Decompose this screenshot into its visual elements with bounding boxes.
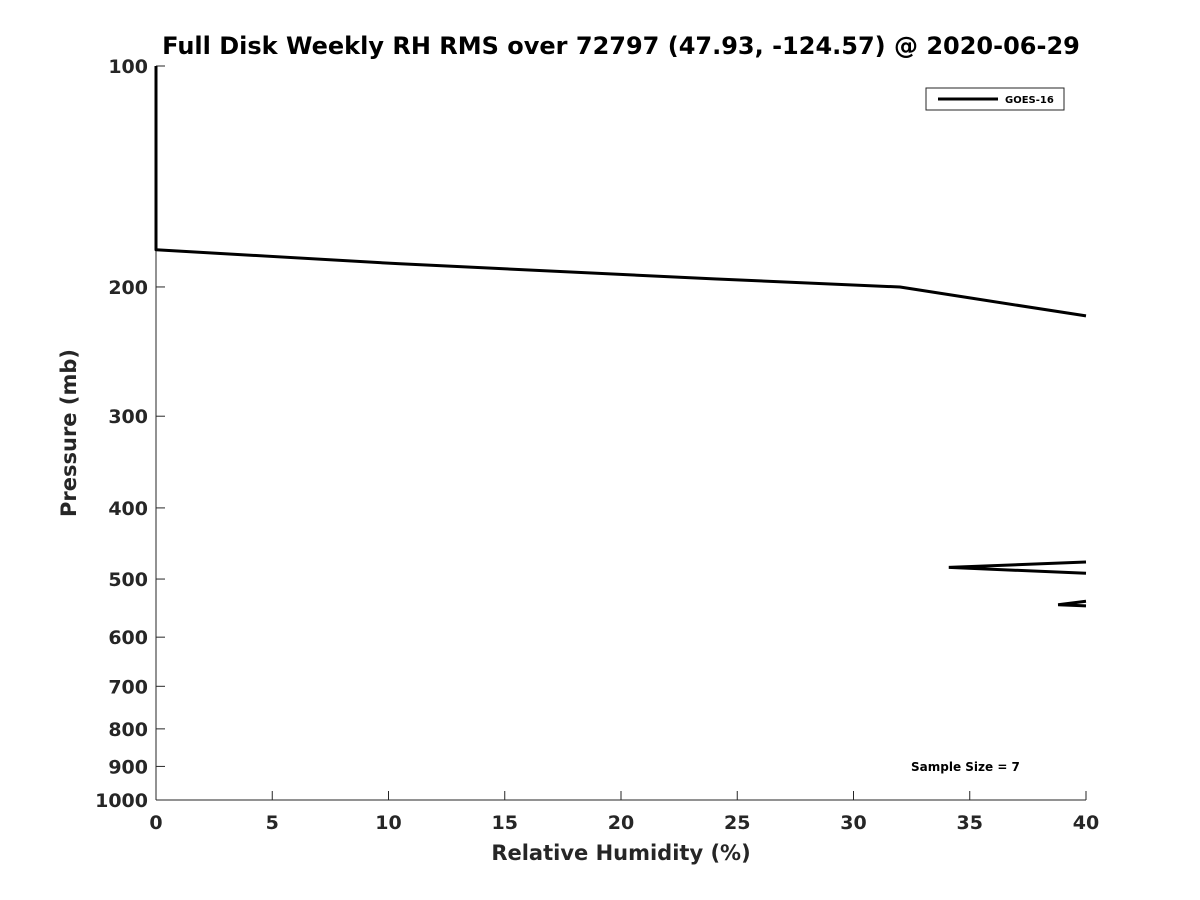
y-tick-label: 600 xyxy=(108,627,148,649)
series-layer xyxy=(154,66,1087,608)
x-tick-label: 40 xyxy=(1073,812,1099,834)
y-tick-label: 400 xyxy=(108,498,148,520)
x-tick-label: 35 xyxy=(957,812,983,834)
series-segment-goes-16 xyxy=(948,560,1087,575)
plot-area xyxy=(155,66,1086,801)
y-axis-label: Pressure (mb) xyxy=(57,349,81,517)
y-ticks: 100 200 300 400 500 600 700 800 900 1000 xyxy=(95,56,165,812)
x-tick-label: 25 xyxy=(724,812,750,834)
x-tick-label: 5 xyxy=(266,812,279,834)
y-tick-label: 1000 xyxy=(95,790,148,812)
x-tick-label: 30 xyxy=(840,812,866,834)
y-tick-label: 500 xyxy=(108,569,148,591)
x-tick-label: 10 xyxy=(375,812,401,834)
sample-size-annotation: Sample Size = 7 xyxy=(911,760,1020,774)
y-tick-label: 900 xyxy=(108,756,148,778)
x-tick-label: 20 xyxy=(608,812,634,834)
y-tick-label: 700 xyxy=(108,676,148,698)
y-tick-label: 300 xyxy=(108,406,148,428)
y-tick-label: 800 xyxy=(108,719,148,741)
y-tick-label: 100 xyxy=(108,56,148,78)
y-tick-label: 200 xyxy=(108,277,148,299)
x-ticks: 0 5 10 15 20 25 30 35 40 xyxy=(149,791,1099,834)
legend-label-goes-16: GOES-16 xyxy=(1005,95,1054,106)
x-axis-label: Relative Humidity (%) xyxy=(491,841,750,865)
x-tick-label: 0 xyxy=(149,812,162,834)
legend: GOES-16 xyxy=(925,87,1065,111)
x-tick-label: 15 xyxy=(492,812,518,834)
chart-title: Full Disk Weekly RH RMS over 72797 (47.9… xyxy=(162,32,1080,60)
series-line-goes-16 xyxy=(154,66,1087,318)
series-segment-goes-16 xyxy=(1057,599,1087,608)
